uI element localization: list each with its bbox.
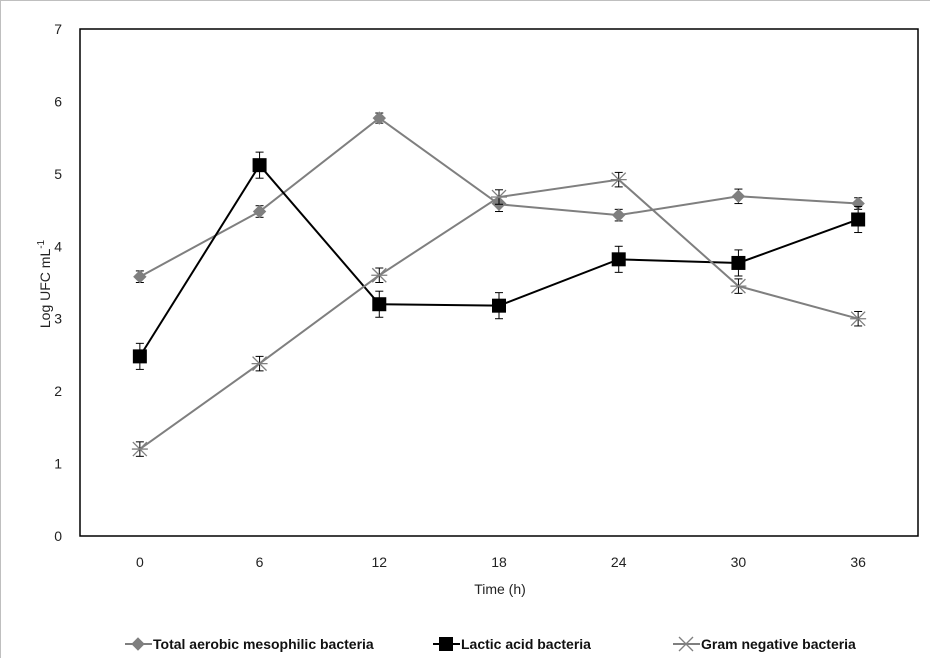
data-point bbox=[251, 356, 268, 372]
data-point bbox=[133, 269, 147, 284]
data-point bbox=[850, 311, 867, 327]
legend-label: Total aerobic mesophilic bacteria bbox=[153, 636, 374, 652]
y-tick-label: 1 bbox=[54, 456, 62, 472]
x-tick-label: 30 bbox=[731, 554, 747, 570]
x-tick-label: 24 bbox=[611, 554, 627, 570]
data-point bbox=[612, 208, 626, 222]
data-point bbox=[372, 111, 386, 125]
data-point bbox=[611, 252, 626, 267]
x-tick-label: 12 bbox=[371, 554, 387, 570]
x-tick-label: 6 bbox=[256, 554, 264, 570]
x-tick-label: 0 bbox=[136, 554, 144, 570]
legend-label: Lactic acid bacteria bbox=[461, 636, 591, 652]
x-axis-title: Time (h) bbox=[474, 581, 526, 597]
y-tick-label: 7 bbox=[54, 21, 62, 37]
legend-entry: Lactic acid bacteria bbox=[433, 636, 591, 652]
legend-marker bbox=[439, 637, 453, 651]
y-axis-title: Log UFC mL-1 bbox=[36, 239, 53, 328]
data-point bbox=[372, 297, 387, 312]
data-point bbox=[610, 172, 627, 188]
data-point bbox=[252, 158, 267, 173]
legend-entry: Gram negative bacteria bbox=[673, 636, 856, 652]
y-axis-ticks: 0 1 2 3 4 5 6 7 bbox=[54, 21, 62, 544]
y-tick-label: 6 bbox=[54, 93, 62, 109]
data-point bbox=[371, 267, 388, 283]
y-tick-label: 5 bbox=[54, 166, 62, 182]
x-axis-ticks: 0 6 12 18 24 30 36 bbox=[136, 554, 866, 570]
data-point bbox=[731, 255, 746, 270]
x-tick-label: 36 bbox=[850, 554, 866, 570]
y-axis-title-main: Log UFC mL bbox=[37, 249, 53, 329]
series-layer bbox=[131, 111, 867, 457]
data-point bbox=[132, 349, 147, 364]
data-point bbox=[491, 189, 507, 205]
data-point bbox=[252, 204, 267, 219]
data-point bbox=[131, 441, 148, 457]
y-axis-title-superscript: -1 bbox=[36, 239, 47, 248]
data-point bbox=[851, 212, 866, 227]
legend-marker bbox=[678, 636, 694, 652]
y-tick-label: 0 bbox=[54, 528, 62, 544]
legend-marker bbox=[131, 637, 145, 651]
data-point bbox=[730, 278, 747, 294]
y-tick-label: 2 bbox=[54, 383, 62, 399]
y-tick-label: 3 bbox=[54, 311, 62, 327]
series-2 bbox=[132, 151, 866, 370]
y-tick-label: 4 bbox=[54, 238, 62, 254]
x-tick-label: 18 bbox=[491, 554, 507, 570]
legend-entry: Total aerobic mesophilic bacteria bbox=[125, 636, 374, 652]
svg-text:Log UFC mL-1: Log UFC mL-1 bbox=[36, 239, 53, 328]
legend-label: Gram negative bacteria bbox=[701, 636, 856, 652]
series-3 bbox=[131, 171, 867, 457]
legend: Total aerobic mesophilic bacteria Lactic … bbox=[125, 636, 856, 652]
data-point bbox=[731, 189, 746, 204]
plot-area bbox=[79, 28, 919, 537]
data-point bbox=[492, 298, 506, 313]
